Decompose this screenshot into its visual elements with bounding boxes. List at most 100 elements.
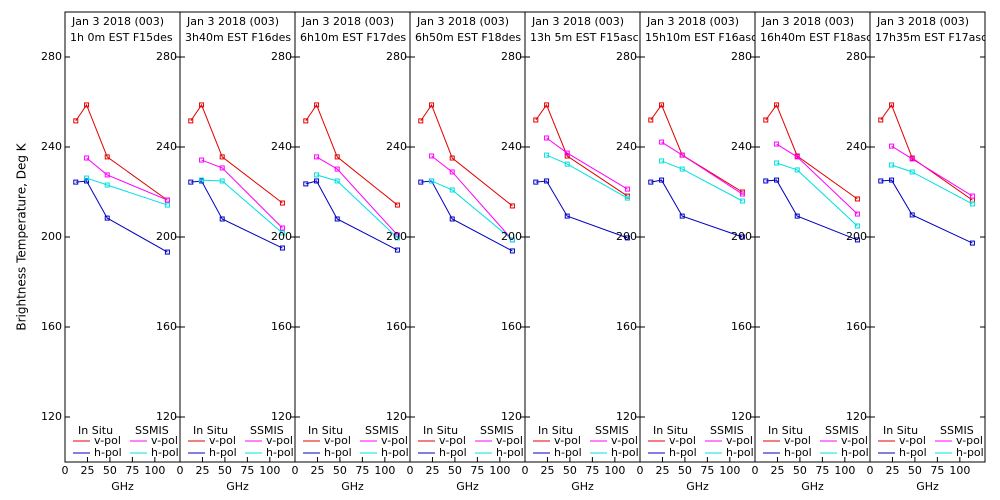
legend-heading: SSMIS	[365, 424, 399, 437]
point-marker	[84, 155, 90, 161]
panel: 120 160 200 240 280 0 25 50 75 100 GHz Jan 3 2018 (…	[616, 11, 756, 493]
point-marker	[889, 177, 895, 183]
series-line	[305, 103, 398, 206]
y-tick-label: 200	[41, 230, 62, 243]
y-tick-label: 120	[846, 410, 867, 423]
point-marker	[544, 152, 550, 158]
point-marker	[763, 117, 769, 123]
panel: 120 160 200 240 280 0 25 50 75 100 GHz Jan 3 2018 (…	[501, 11, 641, 493]
y-axis-label: Brightness Temperature, Deg K	[15, 142, 29, 330]
legend-heading: In Situ	[78, 424, 113, 437]
point-marker	[774, 160, 780, 166]
y-tick-label: 160	[386, 320, 407, 333]
y-tick-label: 240	[271, 140, 292, 153]
point-marker	[739, 191, 745, 197]
legend-heading: In Situ	[653, 424, 688, 437]
legend-label: v-pol	[554, 434, 581, 447]
legend-label: h-pol	[956, 446, 984, 459]
point-marker	[969, 240, 975, 246]
point-marker	[199, 102, 205, 108]
point-marker	[854, 237, 860, 243]
x-tick-label: 0	[867, 464, 874, 477]
point-marker	[624, 186, 630, 192]
point-marker	[878, 117, 884, 123]
panel-header: Jan 3 2018 (003) 6h50m EST F18des	[415, 15, 521, 44]
point-marker	[889, 162, 895, 168]
point-marker	[418, 179, 424, 185]
point-marker	[449, 187, 455, 193]
series-line	[431, 155, 513, 241]
point-marker	[394, 202, 400, 208]
point-marker	[429, 153, 435, 159]
point-marker	[73, 179, 79, 185]
series-line	[776, 143, 858, 215]
y-tick-label: 280	[501, 50, 522, 63]
legend-label: h-pol	[669, 446, 697, 459]
x-tick-label: 75	[355, 464, 369, 477]
point-marker	[774, 141, 780, 147]
legend-label: h-pol	[496, 446, 524, 459]
panel-header: Jan 3 2018 (003) 1h 0m EST F15des	[70, 15, 173, 44]
point-marker	[279, 230, 285, 236]
series-line	[201, 179, 283, 234]
y-tick-label: 160	[501, 320, 522, 333]
series-line	[650, 179, 743, 238]
series-line	[75, 103, 168, 201]
point-marker	[334, 216, 340, 222]
point-marker	[509, 237, 515, 243]
legend-label: h-pol	[611, 446, 639, 459]
x-tick-label: 100	[949, 464, 970, 477]
point-marker	[199, 157, 205, 163]
x-axis-label: GHz	[341, 480, 364, 493]
series-line	[535, 103, 628, 197]
x-tick-label: 25	[655, 464, 669, 477]
point-marker	[659, 102, 665, 108]
panel-header: Jan 3 2018 (003) 17h35m EST F17asc	[875, 15, 987, 44]
x-tick-label: 75	[815, 464, 829, 477]
point-marker	[969, 193, 975, 199]
series-line	[535, 180, 628, 239]
series-line	[776, 162, 858, 227]
point-marker	[648, 117, 654, 123]
point-marker	[334, 178, 340, 184]
point-marker	[73, 118, 79, 124]
point-marker	[84, 102, 90, 108]
y-tick-label: 200	[386, 230, 407, 243]
point-marker	[909, 212, 915, 218]
point-marker	[889, 102, 895, 108]
y-tick-label: 200	[731, 230, 752, 243]
point-marker	[564, 161, 570, 167]
x-tick-label: 25	[885, 464, 899, 477]
point-marker	[84, 178, 90, 184]
panel-subtitle: 17h35m EST F17asc	[875, 31, 987, 44]
point-marker	[449, 155, 455, 161]
panel-header: Jan 3 2018 (003) 3h40m EST F16des	[185, 15, 291, 44]
legend-heading: SSMIS	[825, 424, 859, 437]
point-marker	[889, 143, 895, 149]
series-line	[190, 103, 283, 204]
point-marker	[188, 179, 194, 185]
point-marker	[624, 235, 630, 241]
x-tick-label: 50	[563, 464, 577, 477]
point-marker	[394, 247, 400, 253]
legend-heading: In Situ	[883, 424, 918, 437]
point-marker	[774, 177, 780, 183]
point-marker	[104, 172, 110, 178]
point-marker	[303, 181, 309, 187]
point-marker	[624, 195, 630, 201]
series-line	[420, 180, 513, 252]
point-marker	[164, 202, 170, 208]
series-line	[546, 154, 628, 199]
legend-label: v-pol	[439, 434, 466, 447]
panel: 120 160 200 240 280 0 25 50 75 100 GHz Brightness T…	[15, 11, 181, 493]
series-line	[86, 157, 168, 201]
point-marker	[449, 169, 455, 175]
point-marker	[739, 234, 745, 240]
panel-subtitle: 6h50m EST F18des	[415, 31, 521, 44]
x-axis-label: GHz	[456, 480, 479, 493]
x-tick-label: 25	[540, 464, 554, 477]
y-tick-label: 240	[731, 140, 752, 153]
panel-title: Jan 3 2018 (003)	[301, 15, 394, 28]
legend-label: v-pol	[841, 434, 868, 447]
panel-title: Jan 3 2018 (003)	[876, 15, 969, 28]
